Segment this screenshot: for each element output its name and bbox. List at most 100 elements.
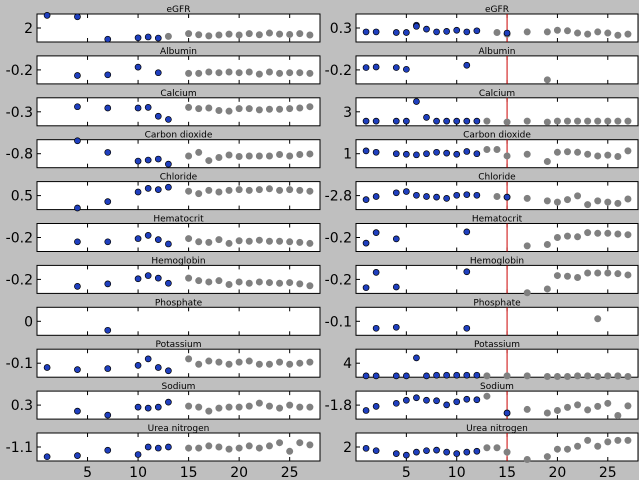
data-point-gray <box>306 31 314 39</box>
data-point-gray <box>215 443 223 451</box>
y-tick-label: 3 <box>343 105 352 121</box>
data-point <box>473 191 481 199</box>
data-point <box>372 372 380 380</box>
data-point-gray <box>564 196 571 204</box>
data-point <box>144 103 152 111</box>
data-point <box>403 188 410 195</box>
panel-title: Hemoglobin <box>470 256 524 266</box>
data-point-gray <box>225 186 233 194</box>
data-point-gray <box>286 238 294 246</box>
data-point-gray <box>543 453 551 461</box>
data-point-gray <box>265 442 273 450</box>
y-tick-label: -0.1 <box>6 356 33 372</box>
data-point-gray <box>584 229 592 237</box>
data-point-gray <box>624 402 632 410</box>
data-point-gray <box>306 441 314 449</box>
data-point <box>392 372 400 380</box>
data-point-gray <box>255 399 263 407</box>
x-tick-label: 15 <box>180 465 198 480</box>
data-point-gray <box>543 197 551 205</box>
panel-right-1: Albumin -0.2 <box>325 47 639 85</box>
y-tick-label: -0.2 <box>6 272 33 288</box>
data-point <box>463 448 471 456</box>
data-point-gray <box>195 360 203 368</box>
data-point-gray <box>306 403 314 411</box>
data-point-gray <box>584 150 592 158</box>
data-point <box>134 451 142 458</box>
panel-title: Albumin <box>160 47 197 57</box>
data-point <box>433 193 440 201</box>
data-point-gray <box>225 68 233 76</box>
data-point-gray <box>624 195 632 203</box>
data-point-gray <box>614 230 622 238</box>
y-tick-label: 1 <box>343 147 352 163</box>
data-point-gray <box>553 373 561 381</box>
data-point <box>104 149 112 156</box>
data-point-gray <box>483 392 491 400</box>
y-tick-label: -0.2 <box>325 272 352 288</box>
data-point-gray <box>286 447 294 455</box>
data-point <box>423 25 430 33</box>
data-point-gray <box>286 30 294 38</box>
data-point-gray <box>235 105 243 113</box>
data-point-gray <box>543 76 551 84</box>
data-point <box>144 355 152 363</box>
data-point-gray <box>574 148 582 156</box>
data-point <box>104 446 112 454</box>
data-point-gray <box>164 32 172 40</box>
y-tick-label: 0.3 <box>330 21 352 37</box>
data-point-gray <box>265 105 273 113</box>
data-point-gray <box>185 103 193 111</box>
data-point-gray <box>594 229 602 237</box>
data-point <box>453 117 461 125</box>
data-point-gray <box>286 186 294 194</box>
data-point <box>362 239 370 247</box>
data-point <box>144 231 152 239</box>
data-point-gray <box>503 448 511 456</box>
data-point <box>413 22 420 30</box>
data-point-gray <box>594 442 602 450</box>
data-point-gray <box>523 242 531 250</box>
data-point-gray <box>574 372 582 380</box>
data-point <box>134 403 142 411</box>
panel-title: eGFR <box>167 5 191 15</box>
panel-right-7: Phosphate -0.1 <box>325 298 639 336</box>
data-point-gray <box>614 372 622 380</box>
panel-axes <box>355 223 639 252</box>
data-point-gray <box>614 199 622 207</box>
panel-left-1: Albumin -0.2 <box>6 47 321 85</box>
data-point-gray <box>553 406 561 414</box>
data-point <box>503 409 511 417</box>
data-point <box>433 117 440 125</box>
data-point-gray <box>543 409 551 417</box>
data-point-gray <box>265 152 273 160</box>
y-tick-label: 0.5 <box>11 189 33 205</box>
data-point-gray <box>276 69 284 77</box>
data-point-gray <box>235 69 243 77</box>
panel-right-3: Carbon dioxide 1 <box>343 131 639 169</box>
data-point-gray <box>553 198 561 206</box>
data-point <box>443 371 450 379</box>
data-point-gray <box>255 186 263 194</box>
data-point <box>443 401 450 409</box>
data-point-gray <box>276 30 284 38</box>
data-point-gray <box>493 28 501 36</box>
panel-left-3: Carbon dioxide -0.8 <box>6 131 321 169</box>
data-point <box>423 447 430 455</box>
data-point-gray <box>306 282 314 290</box>
panel-title: Potassium <box>155 340 201 350</box>
data-point-gray <box>604 151 612 159</box>
data-point-gray <box>265 279 273 287</box>
data-point <box>403 396 410 404</box>
data-point-gray <box>195 403 203 411</box>
data-point-gray <box>225 239 233 247</box>
data-point <box>165 279 172 287</box>
data-point <box>134 34 142 42</box>
panel-title: Urea nitrogen <box>466 424 528 434</box>
data-point-gray <box>493 444 501 452</box>
y-tick-label: -2.8 <box>325 189 352 205</box>
data-point <box>104 238 112 246</box>
data-point-gray <box>205 186 213 194</box>
data-point <box>433 446 440 454</box>
data-point <box>104 198 112 205</box>
